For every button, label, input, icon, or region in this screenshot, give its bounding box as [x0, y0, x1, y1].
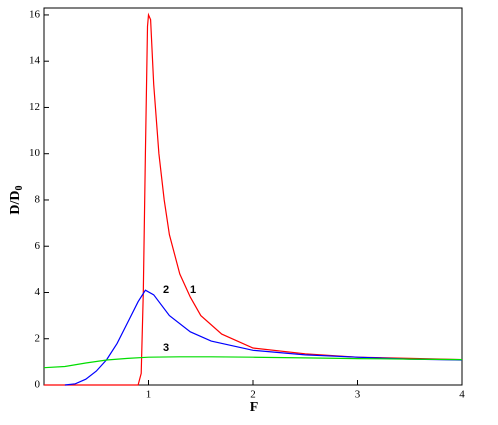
x-tick-label: 1	[146, 389, 152, 401]
curve-label: 3	[163, 342, 169, 354]
y-tick-label: 10	[29, 147, 41, 159]
curve-label: 2	[163, 284, 169, 296]
line-series	[64, 289, 463, 386]
y-tick-label: 12	[29, 101, 40, 113]
y-tick-label: 8	[35, 194, 41, 206]
x-tick-label: 3	[355, 389, 361, 401]
x-tick-label: 4	[459, 389, 465, 401]
y-label-sub: 0	[14, 185, 25, 190]
x-axis-label: F	[250, 400, 259, 415]
y-tick-label: 6	[35, 240, 41, 252]
y-label-main: D/D	[8, 190, 23, 214]
y-tick-label: 2	[35, 332, 41, 344]
y-tick-label: 16	[29, 8, 41, 20]
y-tick-label: 4	[35, 286, 41, 298]
x-tick-label: 2	[250, 389, 256, 401]
plot-frame	[43, 7, 463, 386]
y-axis-label: D/D0	[8, 185, 25, 214]
line-series	[43, 356, 463, 369]
y-tick-label: 14	[29, 55, 41, 67]
y-tick-label: 0	[35, 379, 41, 391]
line-series	[44, 12, 463, 386]
curve-label: 1	[190, 284, 196, 296]
